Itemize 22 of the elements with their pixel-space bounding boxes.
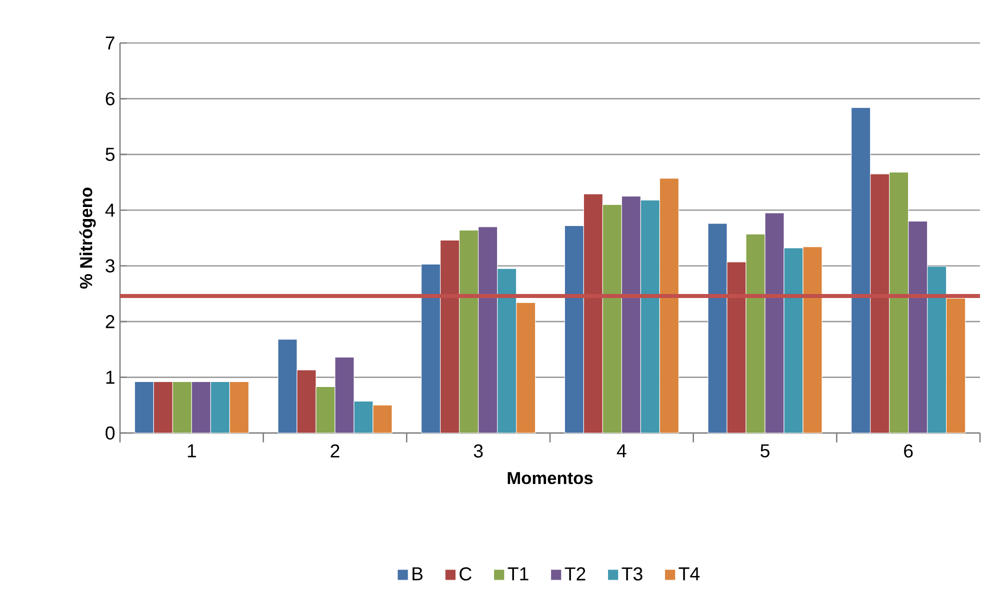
y-tick-label: 2 [106, 315, 114, 328]
y-tick-label: 7 [106, 36, 114, 50]
x-axis-title: Momentos [508, 472, 593, 484]
x-tick-label: 2 [330, 444, 340, 458]
legend-label: T1 [508, 567, 528, 580]
x-tick-label: 3 [474, 444, 483, 458]
x-tick-label: 1 [188, 444, 196, 458]
y-tick-label: 3 [106, 259, 114, 272]
legend-label: T3 [622, 567, 642, 581]
y-tick-label: 6 [106, 92, 114, 106]
x-tick-label: 4 [616, 444, 626, 458]
y-tick-label: 4 [105, 204, 115, 217]
y-tick-label: 1 [106, 370, 114, 384]
y-tick-label: 0 [106, 426, 115, 440]
legend-label: T2 [564, 567, 586, 580]
legend-label: B [412, 567, 423, 580]
legend-label: T4 [678, 567, 700, 580]
y-axis-title: % Nitrógeno [79, 188, 96, 289]
legend-label: C [460, 567, 472, 581]
y-tick-label: 5 [106, 148, 115, 161]
x-tick-label: 6 [904, 444, 913, 458]
x-tick-label: 5 [760, 444, 770, 458]
